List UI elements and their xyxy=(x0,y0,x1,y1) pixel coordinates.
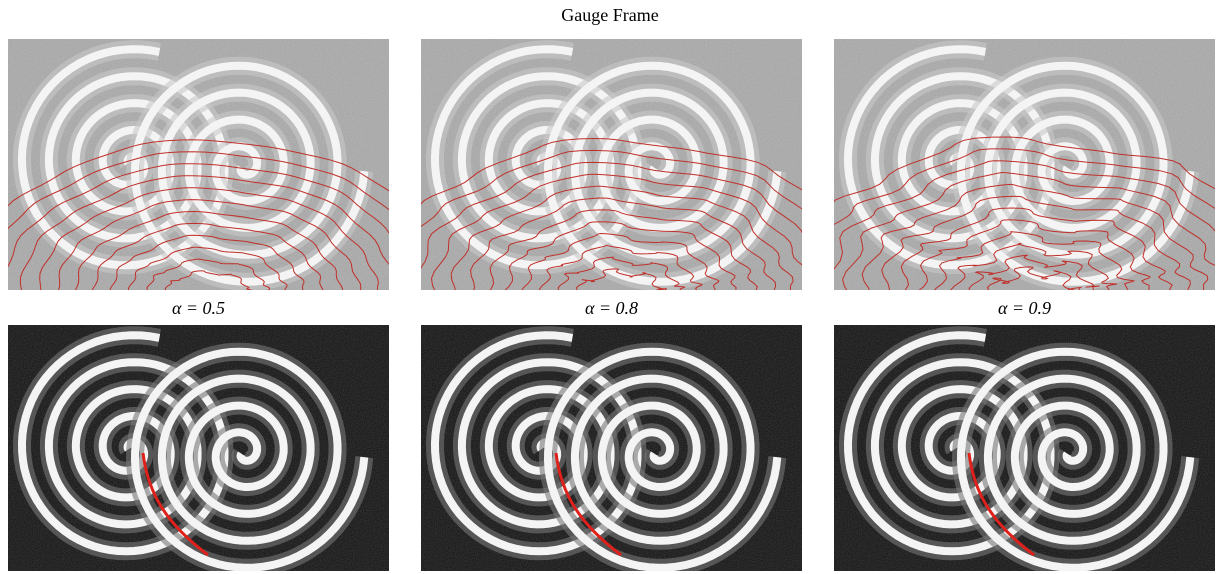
image-panel xyxy=(786,39,1217,300)
panel-label: α = 0.9 xyxy=(998,298,1051,318)
image-panel xyxy=(834,325,1215,571)
image-panel xyxy=(421,325,802,571)
panel-label: α = 0.5 xyxy=(172,298,225,318)
figure: Gauge Frame α = 0.5 α = 0.8 α = 0.9 xyxy=(0,0,1217,574)
image-panel xyxy=(8,325,389,571)
image-panel xyxy=(375,39,866,298)
panel-label: α = 0.8 xyxy=(585,298,638,318)
image-panel xyxy=(0,39,451,296)
figure-title: Gauge Frame xyxy=(561,5,658,25)
page: Gauge Frame α = 0.5α = 0.8α = 0.9 (() =>… xyxy=(0,0,1217,574)
